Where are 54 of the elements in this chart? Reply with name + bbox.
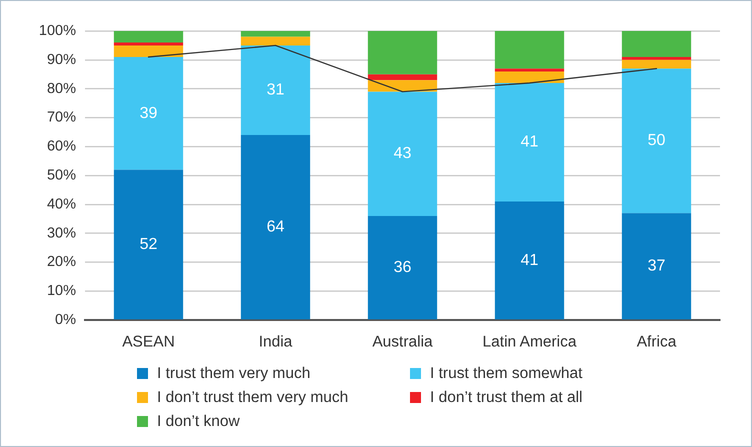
bar [368,74,438,80]
data-label: 64 [266,218,284,236]
bar [114,170,184,320]
data-label: 50 [648,132,666,150]
data-label: 52 [140,236,158,253]
bar [494,83,564,202]
y-tick-label: 60% [46,138,76,155]
data-label: 31 [266,82,284,99]
y-tick-label: 10% [46,283,76,300]
x-tick-label: Africa [636,334,677,351]
legend-label: I trust them very much [157,364,310,382]
bar [368,92,438,216]
legend-label: I trust them somewhat [430,364,582,382]
bar [114,45,184,58]
y-tick-label: 100% [38,23,76,39]
bar [622,60,692,69]
bar [494,68,564,72]
bar [114,31,184,43]
x-tick-label: Australia [372,334,434,351]
y-tick-label: 20% [46,254,76,270]
bar [368,216,438,320]
legend-label: I don’t know [157,412,240,430]
bar [114,57,184,170]
bar [622,68,692,214]
bar [622,213,692,320]
y-tick-label: 70% [46,110,76,126]
data-label: 41 [520,134,538,151]
data-label: 36 [394,259,412,276]
data-label: 39 [140,104,158,122]
y-tick-label: 30% [46,225,76,242]
bar [622,57,692,60]
bar [622,31,692,58]
y-tick-label: 80% [46,80,76,97]
legend-label: I don’t trust them at all [430,388,582,406]
y-tick-label: 0% [55,312,76,328]
bar [240,31,310,37]
bar [494,202,564,320]
data-label: 37 [648,258,666,275]
y-tick-label: 90% [46,52,76,68]
x-tick-label: India [258,334,293,351]
y-tick-label: 40% [46,196,76,212]
x-tick-label: Latin America [482,334,577,351]
data-label: 41 [520,252,538,269]
bar [114,42,184,46]
data-label: 43 [394,145,412,162]
bar [494,71,564,84]
bar [240,36,310,46]
x-tick-label: ASEAN [122,334,175,351]
y-tick-label: 50% [46,168,76,184]
bar [240,135,310,320]
bar [494,31,564,69]
bar [368,31,438,74]
legend-label: I don’t trust them very much [157,388,348,406]
bar [240,45,310,136]
